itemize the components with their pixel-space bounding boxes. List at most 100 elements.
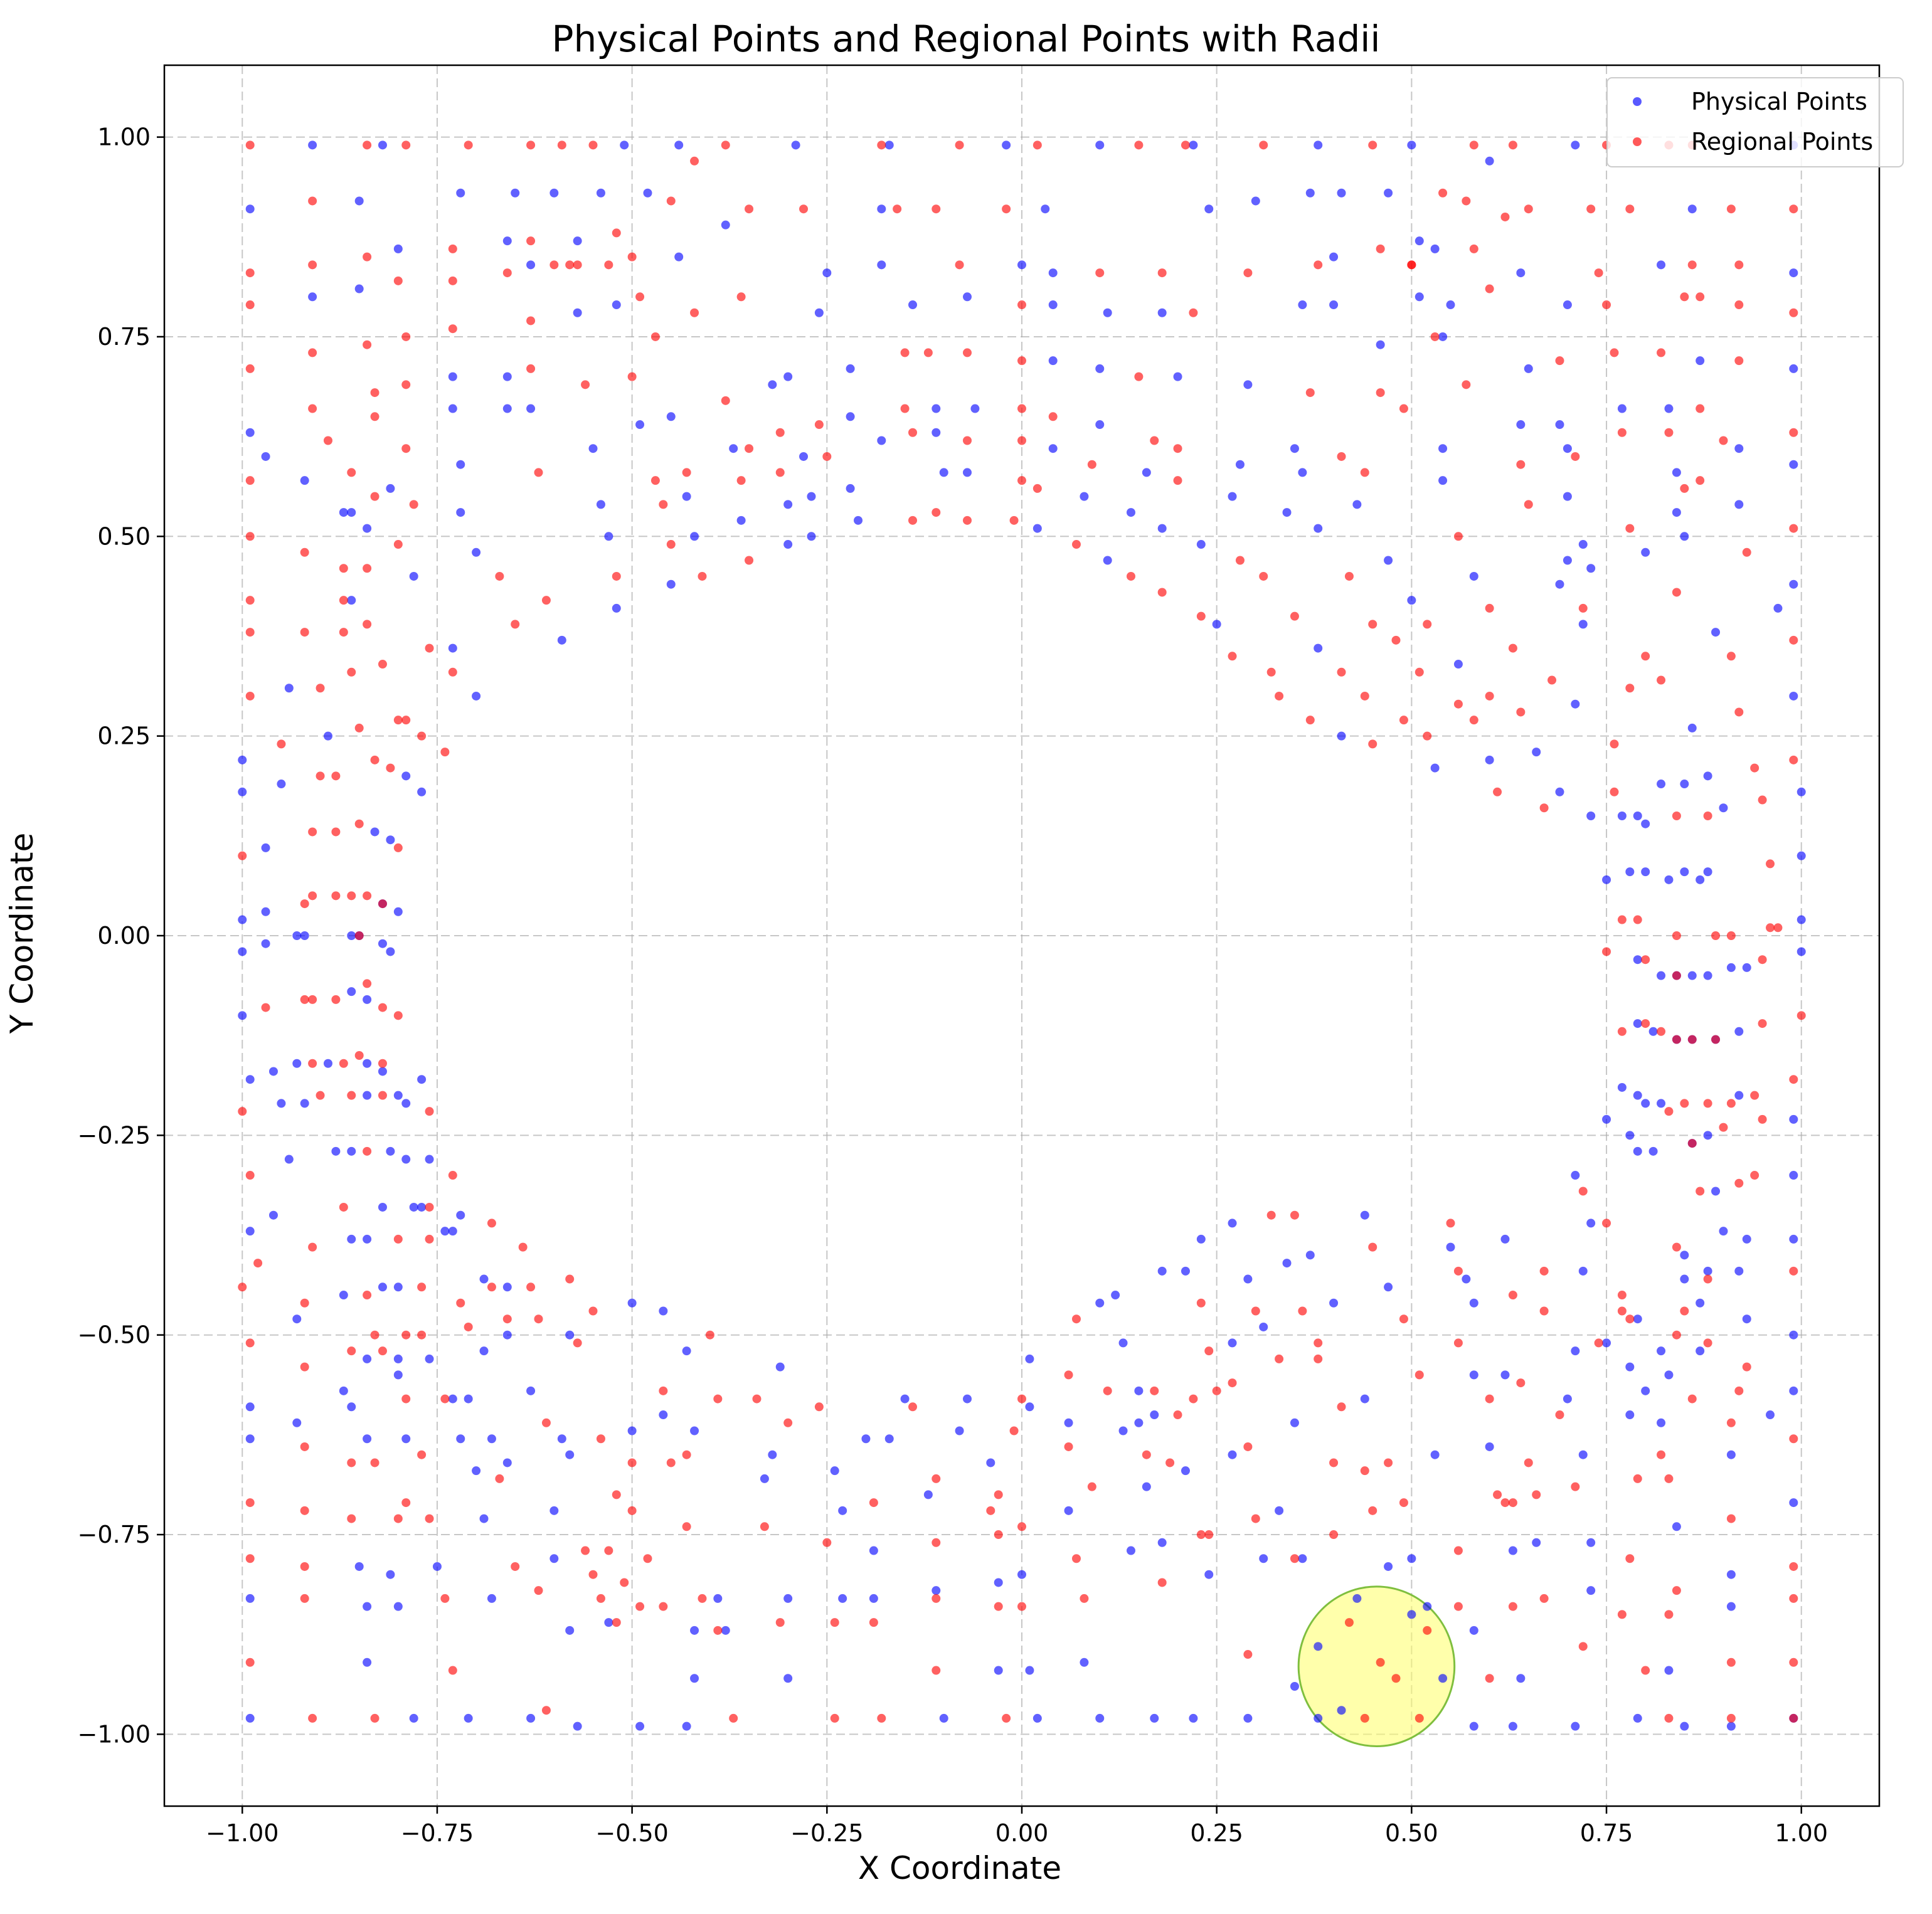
regional-point	[1789, 1562, 1798, 1571]
regional-point	[635, 292, 645, 302]
physical-point	[1103, 308, 1112, 317]
regional-point	[245, 532, 255, 541]
regional-point	[1664, 428, 1674, 437]
regional-point	[300, 995, 309, 1004]
regional-point	[659, 500, 668, 509]
regional-point	[1017, 300, 1026, 310]
regional-point	[1508, 1498, 1517, 1508]
physical-point	[1657, 1418, 1666, 1427]
regional-point	[900, 404, 910, 413]
physical-point	[440, 1227, 450, 1236]
physical-point	[604, 532, 613, 541]
regional-point	[1275, 1354, 1284, 1363]
physical-point	[1578, 620, 1588, 629]
physical-point	[666, 412, 676, 421]
physical-point	[425, 1354, 434, 1363]
regional-point	[1290, 1210, 1299, 1220]
regional-point	[1680, 292, 1689, 302]
physical-point	[432, 1562, 442, 1571]
physical-point	[1314, 524, 1323, 533]
physical-point	[1789, 1114, 1798, 1124]
physical-point	[565, 1330, 575, 1340]
regional-point	[1173, 444, 1182, 453]
regional-point	[339, 1059, 348, 1068]
physical-point	[1571, 1171, 1580, 1180]
regional-point	[1703, 1274, 1712, 1284]
regional-point	[245, 364, 255, 373]
physical-point	[1485, 156, 1494, 166]
regional-point	[1048, 412, 1058, 421]
x-tick-label: −1.00	[206, 1819, 279, 1847]
regional-point	[1485, 691, 1494, 701]
regional-point	[300, 1594, 309, 1603]
physical-point	[1664, 875, 1674, 884]
physical-point	[1118, 1338, 1128, 1348]
physical-point	[682, 492, 691, 501]
regional-point	[1547, 675, 1557, 685]
physical-point	[760, 1474, 769, 1483]
regional-point	[666, 540, 676, 549]
regional-point	[393, 1011, 403, 1020]
physical-point	[393, 1282, 403, 1292]
physical-point	[448, 372, 457, 381]
regional-point	[745, 204, 754, 214]
regional-point	[448, 244, 457, 253]
x-tick-label: −0.50	[595, 1819, 668, 1847]
physical-point	[292, 1059, 302, 1068]
regional-point	[1641, 1019, 1650, 1028]
regional-point	[596, 1594, 605, 1603]
regional-point	[1719, 1123, 1728, 1132]
physical-point	[292, 1314, 302, 1324]
regional-point	[425, 1107, 434, 1116]
regional-point	[1578, 1642, 1588, 1651]
physical-point	[1314, 1642, 1323, 1651]
regional-point	[1329, 1530, 1339, 1540]
regional-point	[869, 1618, 878, 1627]
regional-point	[378, 1346, 387, 1356]
regional-point	[331, 827, 341, 837]
regional-point	[1360, 1713, 1369, 1723]
physical-point	[1196, 540, 1206, 549]
physical-point	[1157, 308, 1167, 317]
physical-point	[822, 268, 832, 278]
physical-point	[1797, 787, 1806, 796]
physical-point	[877, 436, 886, 445]
physical-point	[363, 1658, 372, 1667]
physical-point	[604, 1618, 613, 1627]
physical-point	[1602, 1338, 1611, 1348]
physical-point	[1563, 300, 1572, 310]
physical-point	[1438, 332, 1448, 341]
regional-point	[1617, 1291, 1627, 1300]
physical-point	[1173, 372, 1182, 381]
regional-point	[1446, 1219, 1455, 1228]
regional-point	[1524, 500, 1533, 509]
regional-point	[1407, 260, 1416, 270]
physical-point	[1337, 731, 1346, 741]
physical-point	[393, 1091, 403, 1100]
physical-point	[791, 140, 800, 150]
physical-point	[268, 1067, 278, 1076]
physical-point	[354, 1562, 364, 1571]
physical-point	[1726, 1450, 1736, 1459]
physical-point	[456, 188, 465, 198]
physical-point	[417, 787, 427, 796]
physical-point	[838, 1506, 847, 1515]
regional-point	[1314, 260, 1323, 270]
physical-point	[284, 1155, 294, 1164]
physical-point	[721, 1626, 730, 1635]
regional-point	[1657, 1450, 1666, 1459]
physical-point	[1095, 1298, 1105, 1308]
physical-point	[1002, 140, 1011, 150]
physical-point	[363, 1059, 372, 1068]
regional-point	[1641, 1666, 1650, 1675]
regional-point	[659, 1386, 668, 1395]
regional-point	[1555, 1410, 1564, 1420]
regional-point	[783, 1418, 793, 1427]
regional-point	[1314, 1354, 1323, 1363]
physical-point	[277, 780, 286, 789]
regional-point	[1696, 404, 1705, 413]
regional-point	[1305, 716, 1315, 725]
regional-point	[401, 1330, 411, 1340]
physical-point	[768, 380, 777, 389]
regional-point	[1789, 308, 1798, 317]
